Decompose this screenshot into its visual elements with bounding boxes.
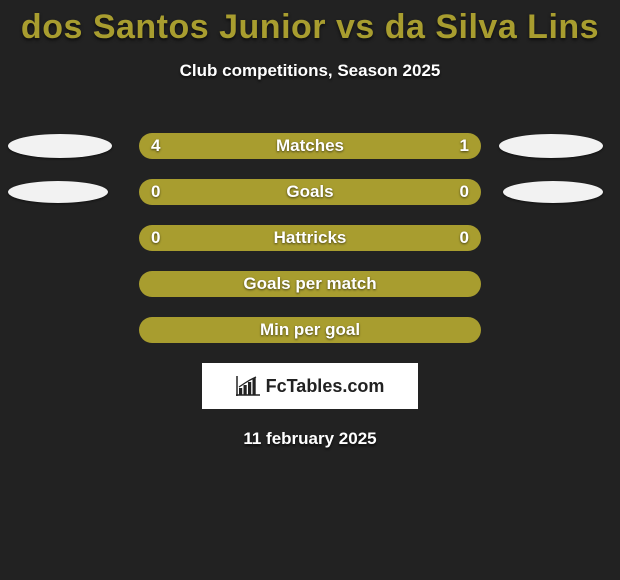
- logo-text: FcTables.com: [266, 376, 385, 397]
- avatar-placeholder-right: [503, 181, 603, 203]
- stat-bar: Goals per match: [139, 271, 481, 297]
- stat-bar-left-fill: [139, 133, 413, 159]
- stat-bar-left-fill: [139, 179, 481, 205]
- bar-chart-icon: [236, 376, 260, 396]
- stat-bar: Goals00: [139, 179, 481, 205]
- comparison-row: Goals00: [0, 169, 620, 215]
- comparison-row: Matches41: [0, 123, 620, 169]
- stat-bar-left-fill: [139, 317, 481, 343]
- stat-bar-left-fill: [139, 271, 481, 297]
- stat-bar-right-fill: [413, 133, 481, 159]
- avatar-placeholder-right: [499, 134, 603, 158]
- logo-box: FcTables.com: [202, 363, 418, 409]
- page-title: dos Santos Junior vs da Silva Lins: [0, 0, 620, 47]
- comparison-rows: Matches41 Goals00 Hattricks00 Goals per mat…: [0, 123, 620, 353]
- stat-bar: Matches41: [139, 133, 481, 159]
- comparison-row: Hattricks00: [0, 215, 620, 261]
- stat-bar: Min per goal: [139, 317, 481, 343]
- date-label: 11 february 2025: [0, 429, 620, 449]
- comparison-row: Min per goal: [0, 307, 620, 353]
- stat-bar-left-fill: [139, 225, 481, 251]
- stat-bar: Hattricks00: [139, 225, 481, 251]
- comparison-row: Goals per match: [0, 261, 620, 307]
- avatar-placeholder-left: [8, 181, 108, 203]
- avatar-placeholder-left: [8, 134, 112, 158]
- subtitle: Club competitions, Season 2025: [0, 61, 620, 81]
